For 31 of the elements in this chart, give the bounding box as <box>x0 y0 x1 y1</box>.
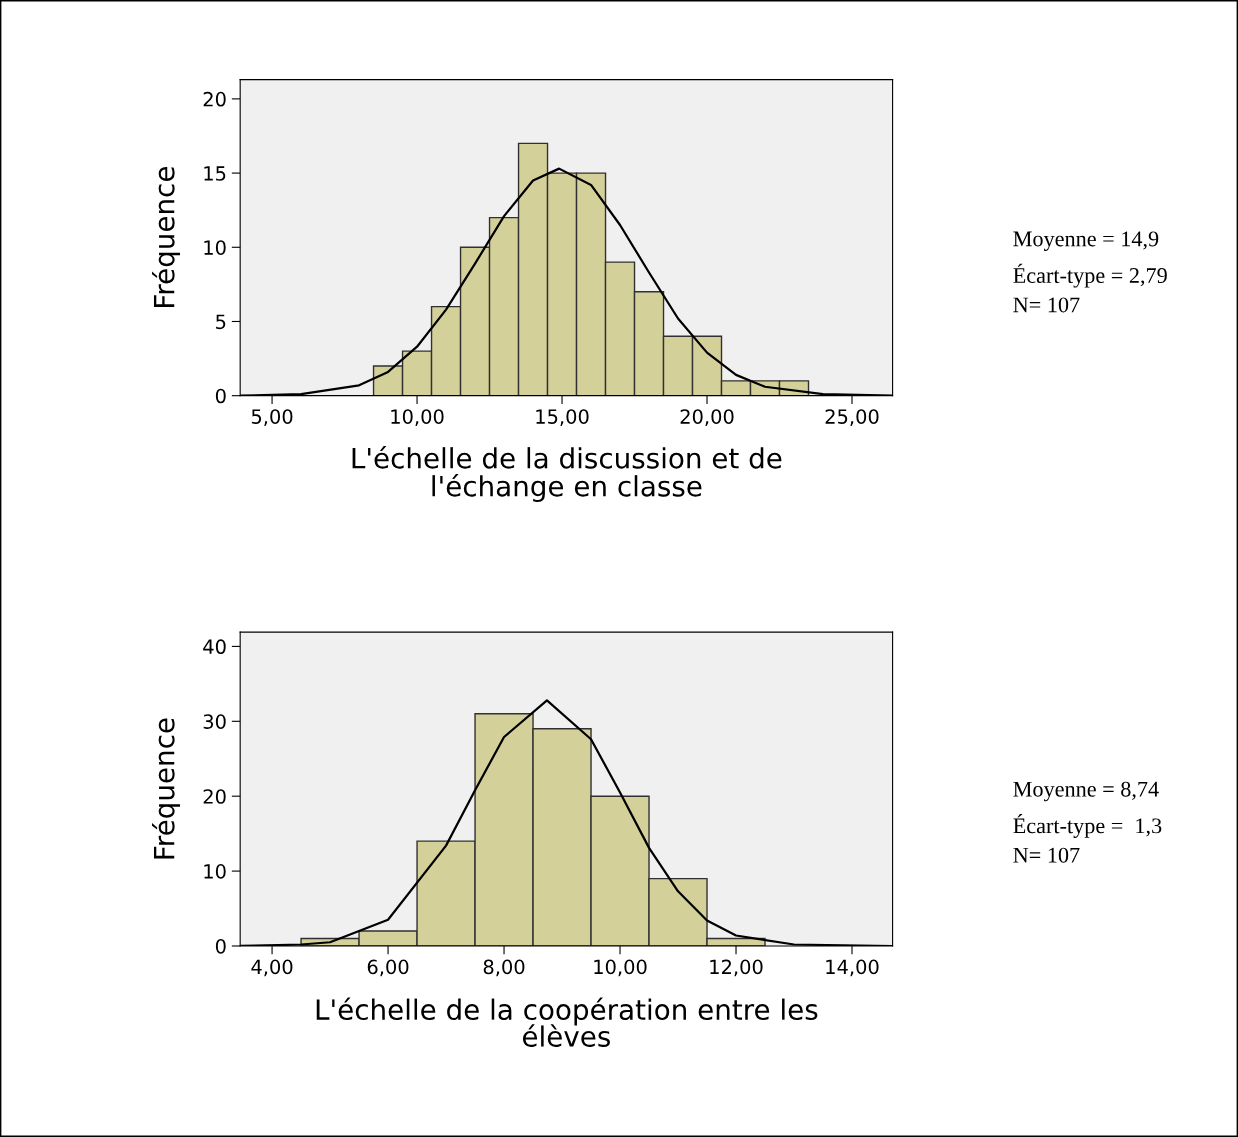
y-tick-label: 5 <box>216 314 226 330</box>
text: Moyenne = 14,9 <box>1013 231 1159 251</box>
text: N= 107 <box>1013 847 1080 863</box>
y-axis-title: Fréquence <box>152 167 181 307</box>
y-tick-label: 0 <box>215 938 226 954</box>
x-tick-label: 10,00 <box>391 409 444 426</box>
text: Écart-type = 2,79 <box>1013 263 1167 288</box>
y-axis-title: Fréquence <box>152 718 181 859</box>
x-tick-label: 5,00 <box>251 409 293 426</box>
x-tick-label: 6,00 <box>367 959 409 977</box>
x-tick-label: 4,00 <box>251 959 293 977</box>
x-axis-title: L'échelle de la discussion et de l'échange en classe <box>352 446 782 503</box>
x-tick-label: 14,00 <box>826 959 879 977</box>
x-tick-label: 10,00 <box>594 959 647 977</box>
y-tick-label: 0 <box>215 388 226 404</box>
x-tick-label: 20,00 <box>680 409 734 426</box>
x-tick-label: 12,00 <box>710 959 763 977</box>
y-tick-label: 10 <box>204 240 226 255</box>
text: Moyenne = 8,74 <box>1013 781 1159 802</box>
y-tick-label: 15 <box>204 166 226 181</box>
y-tick-label: 20 <box>203 91 226 107</box>
y-tick-label: 20 <box>203 789 226 804</box>
y-tick-label: 30 <box>203 714 226 729</box>
text: Écart-type = 1,3 <box>1013 814 1162 838</box>
text: N= 107 <box>1013 297 1080 313</box>
x-tick-label: 8,00 <box>483 959 525 977</box>
x-tick-label: 15,00 <box>536 409 589 426</box>
y-tick-label: 10 <box>204 864 226 879</box>
x-axis-title: L'échelle de la coopération entre les élèves <box>316 997 818 1047</box>
x-tick-label: 25,00 <box>825 409 879 426</box>
y-tick-label: 40 <box>203 639 226 655</box>
